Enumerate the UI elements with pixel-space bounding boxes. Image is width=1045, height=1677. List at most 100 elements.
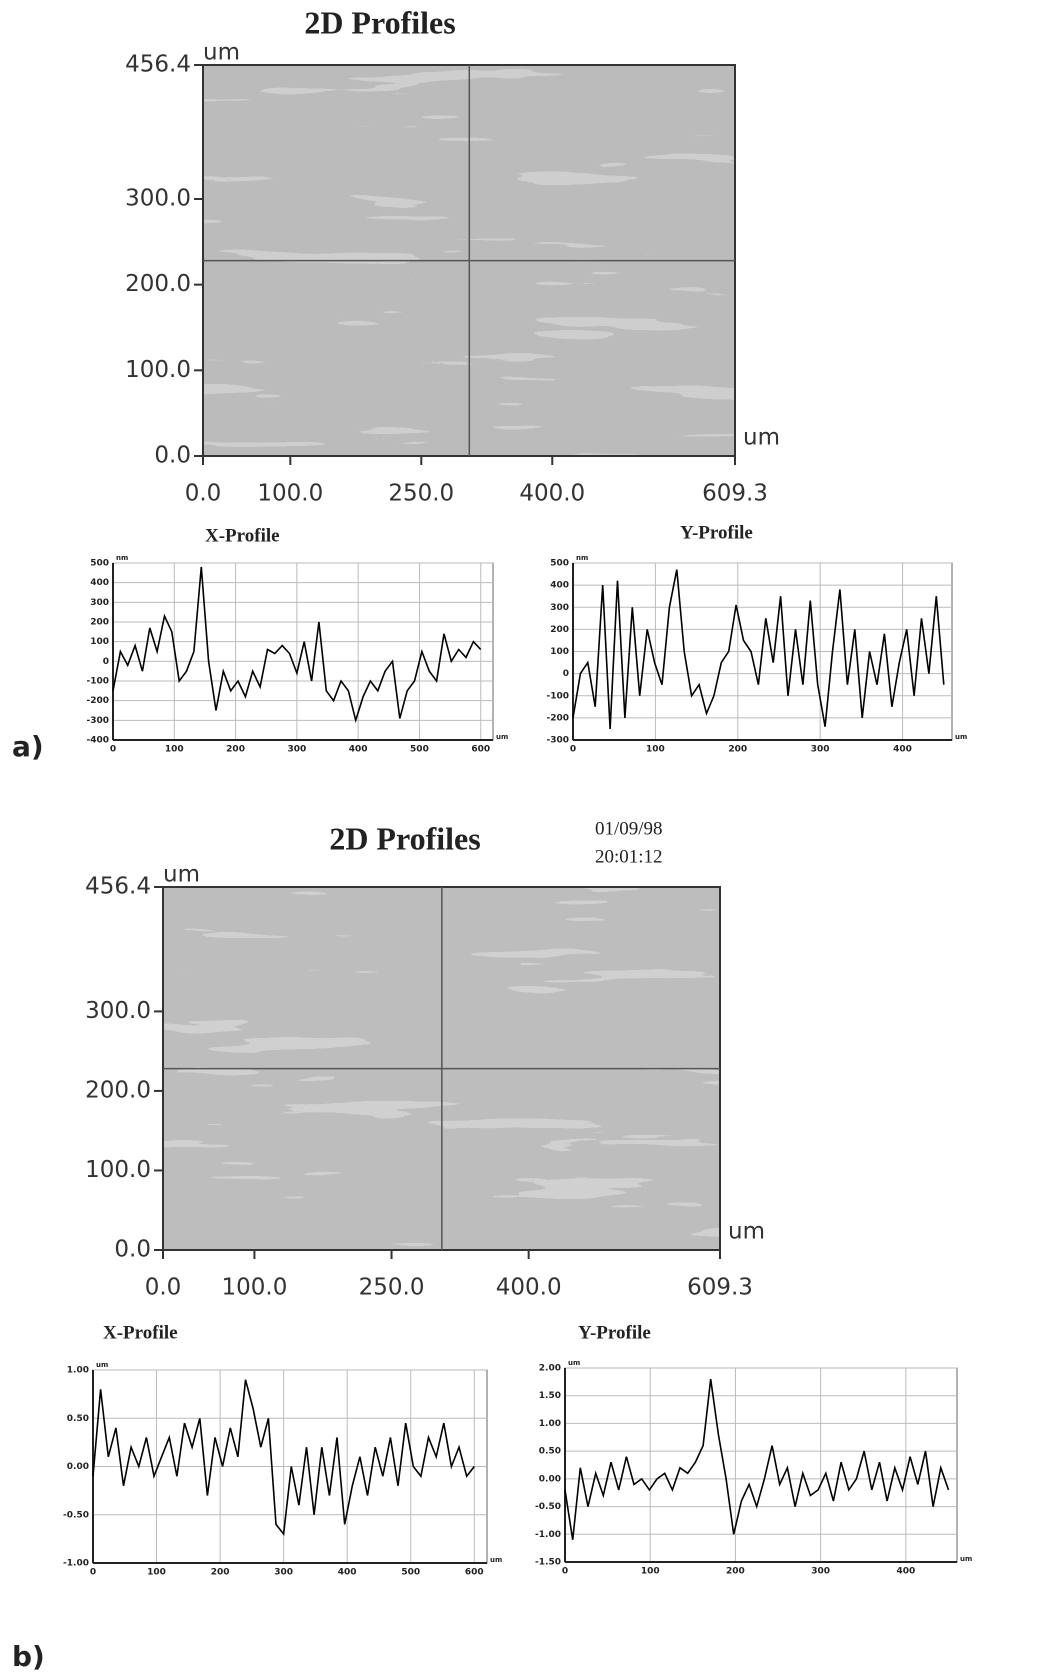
- y-tick-label: -1.50: [535, 1558, 561, 1568]
- y-tick-label: 100.0: [85, 1157, 151, 1183]
- x-tick-label: 400: [893, 745, 912, 755]
- y-tick-label: 500: [90, 559, 109, 569]
- y-tick-label: 400: [90, 578, 109, 588]
- title: Y-Profile: [578, 1322, 651, 1343]
- x-tick-label: 500: [401, 1568, 420, 1578]
- y-tick-label: 0.00: [67, 1462, 89, 1472]
- y-tick-label: -100: [546, 691, 569, 701]
- profile-line: [572, 569, 945, 729]
- profile-line: [564, 1378, 950, 1540]
- y-unit: um: [163, 862, 200, 888]
- profile-line: [112, 566, 482, 724]
- x-tick-label: 609.3: [702, 481, 768, 507]
- x-tick-label: 400.0: [519, 481, 585, 507]
- y-tick-label: 0.00: [539, 1474, 561, 1484]
- y-tick-label: -1.00: [63, 1559, 89, 1569]
- x-tick-label: 100.0: [257, 481, 323, 507]
- y-unit: um: [96, 1361, 108, 1369]
- x-tick-label: 400: [338, 1568, 357, 1578]
- title: X-Profile: [205, 525, 280, 546]
- y-tick-label: 100: [550, 647, 569, 657]
- x-tick-label: 400.0: [496, 1275, 562, 1301]
- x-tick-label: 200: [211, 1568, 230, 1578]
- y-tick-label: 400: [550, 581, 569, 591]
- panel-label: a): [12, 730, 44, 763]
- y-tick-label: 0.0: [154, 443, 191, 469]
- title: Y-Profile: [680, 522, 753, 543]
- y-tick-label: -200: [546, 713, 569, 723]
- y-tick-label: 200.0: [85, 1077, 151, 1103]
- x-tick-label: 400: [896, 1567, 915, 1577]
- x-tick-label: 0.0: [185, 481, 222, 507]
- y-tick-label: 200: [550, 625, 569, 635]
- y-tick-label: 0: [103, 657, 109, 667]
- title: X-Profile: [103, 1322, 178, 1343]
- x-tick-label: 0: [110, 745, 116, 755]
- annotation: 01/09/98: [595, 818, 663, 839]
- title: 2D Profiles: [304, 4, 455, 40]
- x-tick-label: 100.0: [221, 1275, 287, 1301]
- y-unit: um: [203, 40, 240, 66]
- y-tick-label: 0.50: [539, 1447, 561, 1457]
- y-tick-label: 200: [90, 618, 109, 628]
- y-tick-label: 0.50: [67, 1414, 89, 1424]
- x-unit: um: [955, 733, 967, 741]
- x-tick-label: 250.0: [388, 481, 454, 507]
- y-tick-label: 2.00: [539, 1364, 561, 1374]
- x-tick-label: 600: [471, 745, 490, 755]
- x-tick-label: 300: [287, 745, 306, 755]
- y-tick-label: 300.0: [85, 998, 151, 1024]
- y-tick-label: 456.4: [125, 52, 191, 78]
- title: 2D Profiles: [329, 820, 480, 856]
- x-tick-label: 609.3: [687, 1275, 753, 1301]
- y-unit: um: [568, 1359, 580, 1367]
- y-tick-label: 300: [550, 603, 569, 613]
- x-tick-label: 400: [349, 745, 368, 755]
- x-tick-label: 200: [726, 1567, 745, 1577]
- annotation: 20:01:12: [595, 846, 663, 867]
- y-tick-label: -300: [86, 716, 109, 726]
- y-tick-label: -0.50: [535, 1502, 561, 1512]
- x-tick-label: 200: [728, 745, 747, 755]
- y-tick-label: 300.0: [125, 185, 191, 211]
- x-tick-label: 100: [641, 1567, 660, 1577]
- y-tick-label: 100.0: [125, 357, 191, 383]
- x-unit: um: [496, 733, 508, 741]
- x-tick-label: 300: [811, 1567, 830, 1577]
- panel-label: b): [12, 1640, 45, 1673]
- y-tick-label: 500: [550, 559, 569, 569]
- x-tick-label: 0: [562, 1567, 568, 1577]
- y-tick-label: 456.4: [85, 874, 151, 900]
- x-tick-label: 0.0: [145, 1275, 182, 1301]
- x-tick-label: 600: [465, 1568, 484, 1578]
- y-tick-label: 1.00: [67, 1366, 89, 1376]
- x-tick-label: 300: [811, 745, 830, 755]
- y-tick-label: -200: [86, 696, 109, 706]
- y-tick-label: -1.00: [535, 1530, 561, 1540]
- y-tick-label: 1.50: [539, 1391, 561, 1401]
- y-tick-label: -0.50: [63, 1510, 89, 1520]
- x-unit: um: [728, 1219, 765, 1245]
- x-unit: um: [960, 1555, 972, 1563]
- y-tick-label: 200.0: [125, 271, 191, 297]
- x-tick-label: 250.0: [359, 1275, 425, 1301]
- x-tick-label: 500: [410, 745, 429, 755]
- x-tick-label: 0: [570, 745, 576, 755]
- plot-area: [112, 562, 494, 741]
- y-tick-label: 100: [90, 637, 109, 647]
- x-tick-label: 300: [274, 1568, 293, 1578]
- y-tick-label: 1.00: [539, 1419, 561, 1429]
- x-tick-label: 100: [147, 1568, 166, 1578]
- y-tick-label: -300: [546, 736, 569, 746]
- x-tick-label: 100: [646, 745, 665, 755]
- x-tick-label: 100: [165, 745, 184, 755]
- y-tick-label: 0.0: [114, 1237, 151, 1263]
- y-tick-label: 300: [90, 598, 109, 608]
- y-unit: nm: [116, 554, 128, 562]
- y-tick-label: -100: [86, 677, 109, 687]
- x-tick-label: 200: [226, 745, 245, 755]
- x-unit: um: [490, 1556, 502, 1564]
- y-tick-label: -400: [86, 736, 109, 746]
- profile-line: [92, 1379, 475, 1537]
